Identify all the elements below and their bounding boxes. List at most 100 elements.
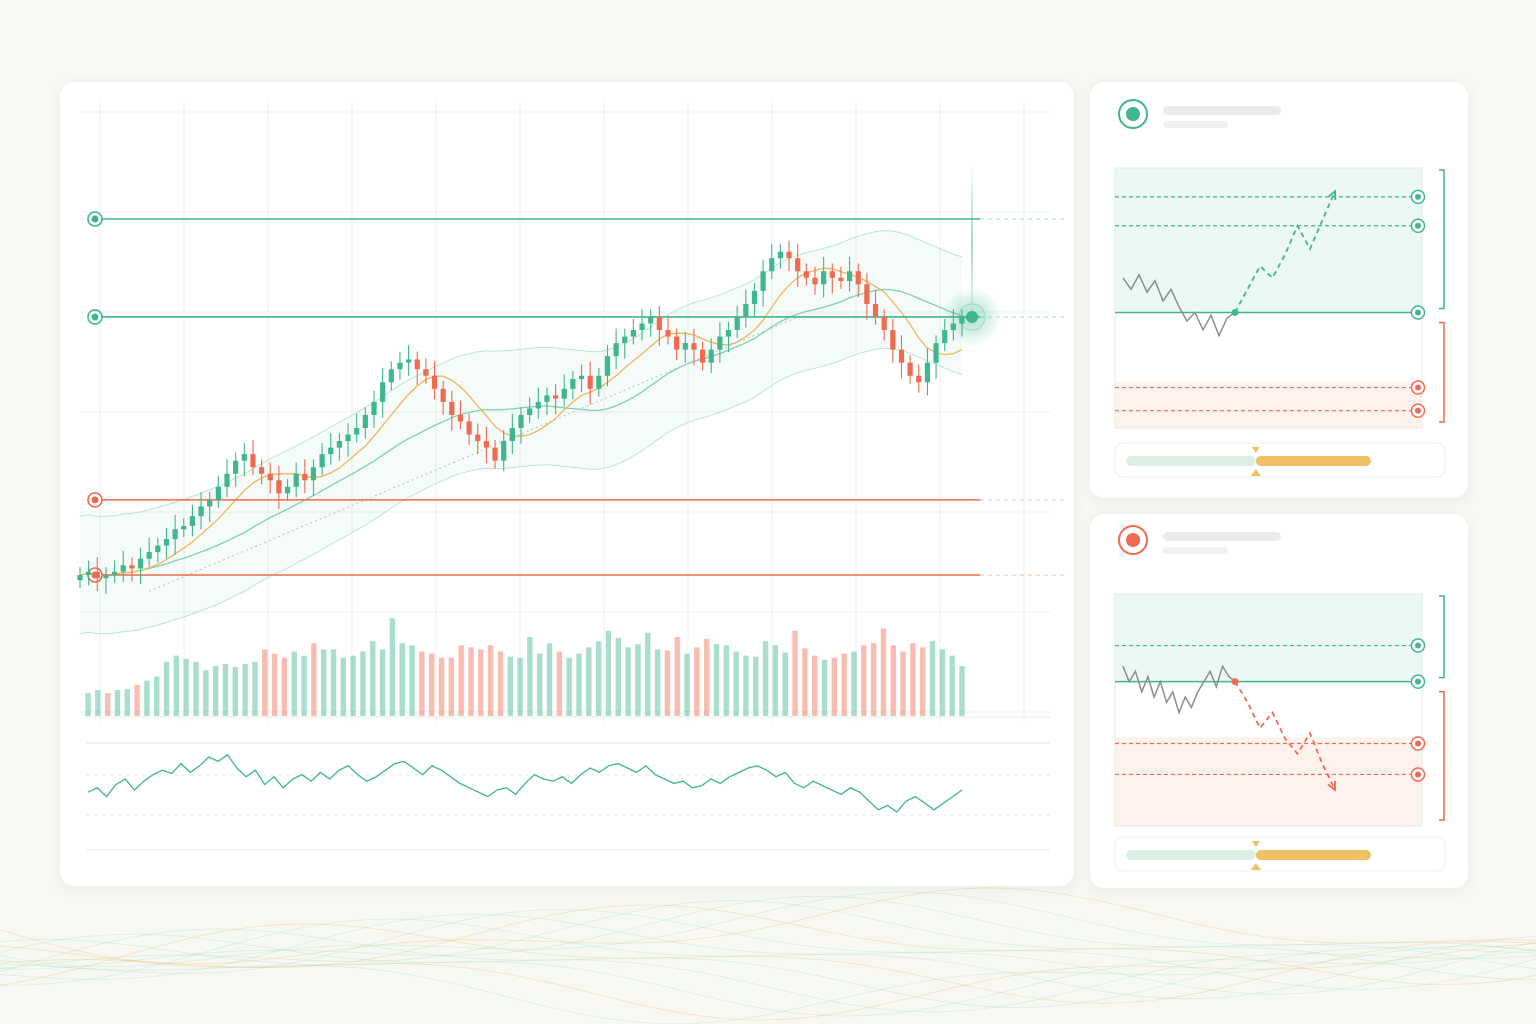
- candle-body: [552, 395, 559, 399]
- candle-body: [916, 375, 922, 383]
- volume-bar: [694, 647, 700, 716]
- candle-body: [86, 571, 92, 575]
- candle-body: [414, 359, 420, 370]
- price-chart[interactable]: [60, 82, 1074, 886]
- candle-body: [457, 414, 464, 422]
- resistance-level-handle-dot: [91, 215, 99, 223]
- candle-body: [328, 447, 334, 455]
- volume-bar: [870, 643, 877, 716]
- volume-bar: [183, 658, 189, 716]
- volume-bar: [173, 655, 180, 716]
- volume-bar: [851, 651, 857, 716]
- candle-body: [717, 336, 723, 350]
- candle-body: [933, 343, 939, 363]
- candle-body: [587, 375, 593, 389]
- volume-bar: [360, 651, 366, 716]
- long-term-trend-line: [148, 316, 798, 592]
- scenario-target-handle-dot: [1415, 642, 1421, 649]
- candle-body: [544, 395, 550, 402]
- candle-body: [838, 277, 844, 282]
- candle-body: [821, 271, 827, 285]
- background-wave-line: [0, 945, 1536, 1024]
- candle-body: [293, 473, 299, 487]
- volume-bar: [340, 657, 347, 716]
- volume-bar: [949, 655, 955, 716]
- volume-bar: [753, 656, 759, 716]
- volume-bar: [713, 644, 720, 716]
- candle-body: [345, 434, 351, 442]
- gauge-marker-bottom: [1250, 469, 1261, 476]
- volume-bar: [939, 649, 946, 716]
- volume-bar: [566, 657, 572, 716]
- candle-body: [890, 330, 896, 350]
- volume-bar: [320, 649, 327, 716]
- volume-bar: [841, 653, 847, 716]
- candle-body: [648, 316, 654, 324]
- candle-body: [103, 575, 109, 579]
- candle-body: [509, 428, 515, 442]
- candle-body: [120, 565, 126, 572]
- volume-bar: [811, 655, 818, 716]
- candle-body: [682, 343, 688, 350]
- candle-body: [518, 414, 524, 429]
- background-wave-line: [0, 909, 1536, 990]
- scenario-status-icon-dot: [1126, 533, 1140, 547]
- scenario-subtitle-placeholder: [1163, 121, 1228, 128]
- volume-bar: [144, 680, 150, 716]
- scenario-stop-handle-dot: [1415, 771, 1421, 778]
- volume-bar: [370, 641, 376, 716]
- bearish-scenario-card[interactable]: [1090, 514, 1468, 888]
- candle-body: [855, 271, 861, 285]
- gauge-low-segment: [1126, 456, 1256, 466]
- volume-bar: [134, 684, 140, 716]
- volume-bar: [792, 630, 798, 716]
- volume-bar: [262, 649, 268, 716]
- scenario-plot-frame: [1114, 593, 1423, 827]
- candle-body: [786, 251, 792, 259]
- candlesticks: [77, 240, 965, 594]
- candle-body: [380, 382, 386, 402]
- candle-body: [319, 454, 325, 468]
- candle-body: [276, 480, 282, 494]
- volume-bar: [212, 666, 219, 716]
- candle-body: [336, 441, 343, 448]
- volume-bar: [114, 690, 121, 716]
- resistance-level-handle-dot: [91, 313, 99, 321]
- candle-body: [181, 526, 187, 530]
- candle-body: [440, 388, 446, 402]
- gauge-low-segment: [1126, 850, 1256, 860]
- volume-bar: [379, 649, 386, 716]
- gauge-marker-top: [1251, 841, 1260, 847]
- loss-zone: [1115, 737, 1422, 826]
- volume-bar: [252, 661, 258, 716]
- candle-body: [475, 434, 481, 442]
- candle-body: [449, 401, 455, 415]
- candle-body: [111, 571, 118, 575]
- candle-body: [137, 558, 144, 569]
- background-wave-line: [0, 887, 1536, 965]
- candle-body: [535, 401, 541, 409]
- background-wave-line: [0, 938, 1536, 1017]
- candle-body: [483, 441, 490, 448]
- volume-bar: [861, 645, 867, 716]
- volume-bar: [468, 647, 474, 716]
- candle-body: [155, 545, 161, 553]
- candle-body: [846, 271, 853, 282]
- candle-body: [371, 401, 377, 415]
- candle-body: [241, 454, 247, 461]
- volume-bar: [654, 649, 661, 716]
- candle-body: [388, 369, 394, 383]
- bearish-scenario-chart: [1114, 525, 1446, 872]
- volume-bar: [821, 659, 828, 716]
- candle-body: [881, 316, 887, 331]
- volume-bar: [458, 645, 464, 716]
- candle-body: [224, 473, 230, 487]
- volume-bar: [605, 630, 612, 716]
- volume-bar: [723, 645, 730, 716]
- volume-bar: [193, 661, 199, 716]
- background-wave-line: [0, 913, 1536, 995]
- volume-bar: [743, 655, 749, 716]
- candle-body: [215, 486, 221, 500]
- volume-bar: [497, 651, 504, 716]
- bullish-scenario-card[interactable]: [1090, 82, 1468, 498]
